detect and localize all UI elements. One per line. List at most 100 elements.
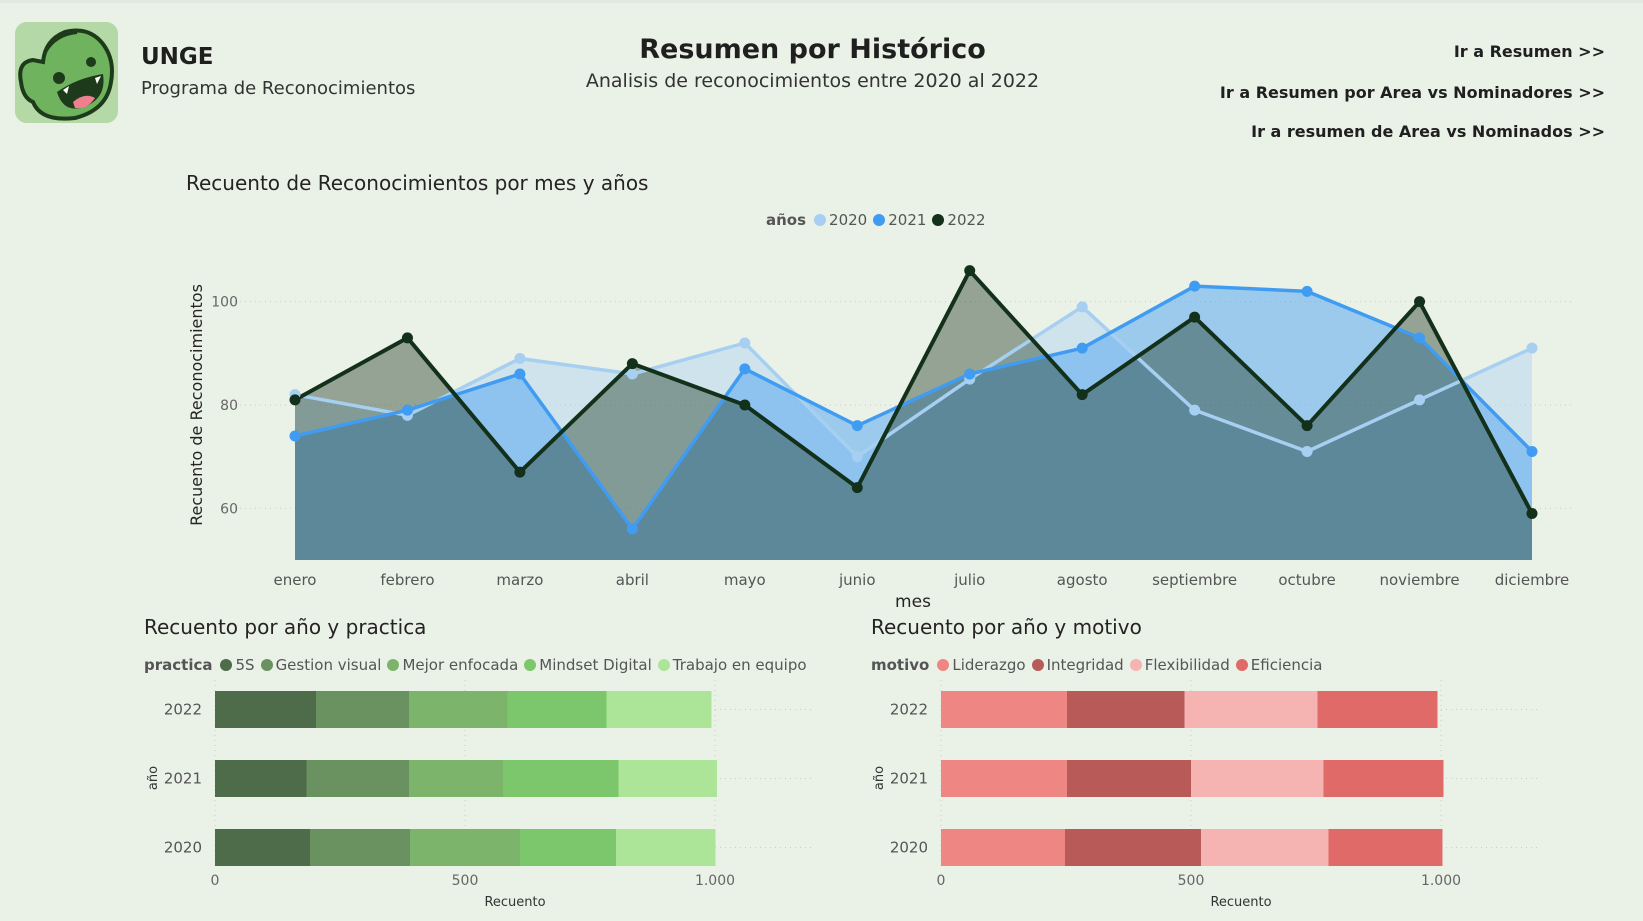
point-2022	[851, 482, 863, 494]
bar-2020-integridad	[1065, 829, 1201, 866]
x-axis-label: Recuento	[484, 895, 545, 910]
monster-logo-icon	[15, 22, 118, 123]
point-2022	[514, 466, 526, 478]
legend-item-gestion-visual[interactable]: Gestion visual	[260, 656, 382, 674]
y-tick-label: 2021	[890, 770, 928, 788]
point-2020	[739, 337, 751, 349]
point-2022	[289, 394, 301, 406]
area-chart: 60 80 100 enero febrero marzo abril mayo junio ju…	[187, 265, 1575, 612]
y-axis-label: Recuento de Reconocimientos	[187, 284, 206, 526]
legend-item-mejor-enfocada[interactable]: Mejor enfocada	[387, 656, 518, 674]
bar-2020-trabajo-en-equipo	[616, 829, 716, 866]
page-title: Resumen por Histórico	[639, 34, 986, 65]
legend-label: Flexibilidad	[1144, 656, 1230, 674]
y-tick-label: 60	[220, 501, 238, 517]
bar-2022-eficiencia	[1317, 691, 1438, 728]
point-2021	[1414, 332, 1426, 344]
bar-2020-gestion-visual	[310, 829, 410, 866]
point-2021	[739, 363, 751, 375]
practica-chart-title: Recuento por año y practica	[144, 615, 427, 639]
point-2022	[626, 358, 638, 370]
bar-2022-mindset-digital	[507, 691, 607, 728]
point-2020	[514, 353, 526, 364]
bar-2021-eficiencia	[1323, 760, 1444, 797]
bar-2022-integridad	[1067, 691, 1185, 728]
legend-label: Mindset Digital	[539, 656, 652, 674]
legend-item-mindset-digital[interactable]: Mindset Digital	[524, 656, 652, 674]
line-2021	[294, 284, 1534, 531]
x-tick-label: enero	[274, 571, 317, 589]
legend-label: 2020	[829, 211, 868, 229]
practica-bar-chart: 0 500 1.000 2022 2021 2020 Recuento año	[146, 680, 815, 910]
legend-label: 2021	[888, 211, 927, 229]
x-axis-label: Recuento	[1210, 895, 1271, 910]
motivo-chart-title: Recuento por año y motivo	[871, 615, 1142, 639]
bar-2022-5s	[215, 691, 316, 728]
page-subtitle: Analisis de reconocimientos entre 2020 a…	[585, 70, 1040, 92]
legend-label: 5S	[235, 656, 255, 674]
legend-label: Trabajo en equipo	[672, 656, 807, 674]
point-2021	[514, 368, 526, 380]
x-tick-label: noviembre	[1379, 571, 1459, 589]
point-2022	[739, 399, 751, 411]
legend-item-liderazgo[interactable]: Liderazgo	[937, 656, 1026, 674]
x-tick-label: 1.000	[1421, 873, 1461, 889]
nav-link-area-nominadores[interactable]: Ir a Resumen por Area vs Nominadores >>	[1219, 83, 1605, 102]
legend-item-integridad[interactable]: Integridad	[1031, 656, 1124, 674]
point-2021	[964, 368, 976, 380]
x-tick-label: 500	[452, 873, 479, 889]
x-tick-label: marzo	[496, 571, 543, 589]
brand-title: UNGE	[141, 44, 214, 70]
bar-2021-mejor-enfocada	[409, 760, 503, 797]
bar-2020-5s	[215, 829, 310, 866]
point-2022	[1414, 296, 1426, 308]
bar-2022-gestion-visual	[316, 691, 409, 728]
y-tick-label: 2022	[890, 701, 928, 719]
bar-2021-flexibilidad	[1191, 760, 1324, 797]
x-tick-label: 0	[937, 873, 946, 889]
legend-label: 2022	[947, 211, 986, 229]
legend-item-eficiencia[interactable]: Eficiencia	[1235, 656, 1322, 674]
bar-2022-flexibilidad	[1184, 691, 1318, 728]
bar-2021-gestion-visual	[306, 760, 409, 797]
point-2022	[401, 332, 413, 344]
y-tick-label: 2020	[890, 839, 928, 857]
point-2021	[851, 420, 863, 432]
motivo-bar-chart: 0 500 1.000 2022 2021 2020 Recuento año	[872, 680, 1541, 910]
y-axis-label: año	[872, 766, 887, 790]
x-tick-label: diciembre	[1495, 571, 1570, 589]
point-2021	[1301, 285, 1313, 297]
legend-dot-icon	[657, 659, 670, 671]
legend-title: practica	[144, 656, 213, 674]
legend-item-trabajo-en-equipo[interactable]: Trabajo en equipo	[657, 656, 807, 674]
y-tick-label: 2020	[164, 839, 202, 857]
brand-subtitle: Programa de Reconocimientos	[141, 78, 416, 99]
point-2020	[1414, 394, 1426, 406]
legend-item-2022[interactable]: 2022	[932, 211, 986, 229]
point-2020	[851, 451, 863, 463]
line-2022	[294, 268, 1534, 515]
legend-dot-icon	[932, 214, 945, 226]
point-2022	[1526, 508, 1538, 519]
x-tick-label: junio	[838, 571, 876, 589]
legend-item-2020[interactable]: 2020	[814, 211, 867, 229]
legend-item-2021[interactable]: 2021	[873, 211, 926, 229]
legend-title: motivo	[871, 656, 930, 674]
legend-item-flexibilidad[interactable]: Flexibilidad	[1129, 656, 1230, 674]
x-tick-label: febrero	[380, 571, 434, 589]
legend-dot-icon	[814, 214, 827, 226]
nav-link-resumen[interactable]: Ir a Resumen >>	[1453, 42, 1605, 61]
point-2020	[1076, 301, 1088, 313]
legend-label: Gestion visual	[275, 656, 382, 674]
nav-link-area-nominados[interactable]: Ir a resumen de Area vs Nominados >>	[1251, 122, 1605, 141]
legend-dot-icon	[1129, 659, 1142, 671]
point-2021	[1189, 280, 1201, 292]
bar-2021-trabajo-en-equipo	[618, 760, 717, 797]
bar-2021-liderazgo	[941, 760, 1067, 797]
legend-label: Integridad	[1046, 656, 1124, 674]
legend-item-5s[interactable]: 5S	[220, 656, 255, 674]
x-axis-label: mes	[895, 592, 931, 612]
legend-dot-icon	[220, 659, 233, 671]
area-chart-legend: años 2020 2021 2022	[766, 211, 992, 229]
bar-2021-5s	[215, 760, 307, 797]
